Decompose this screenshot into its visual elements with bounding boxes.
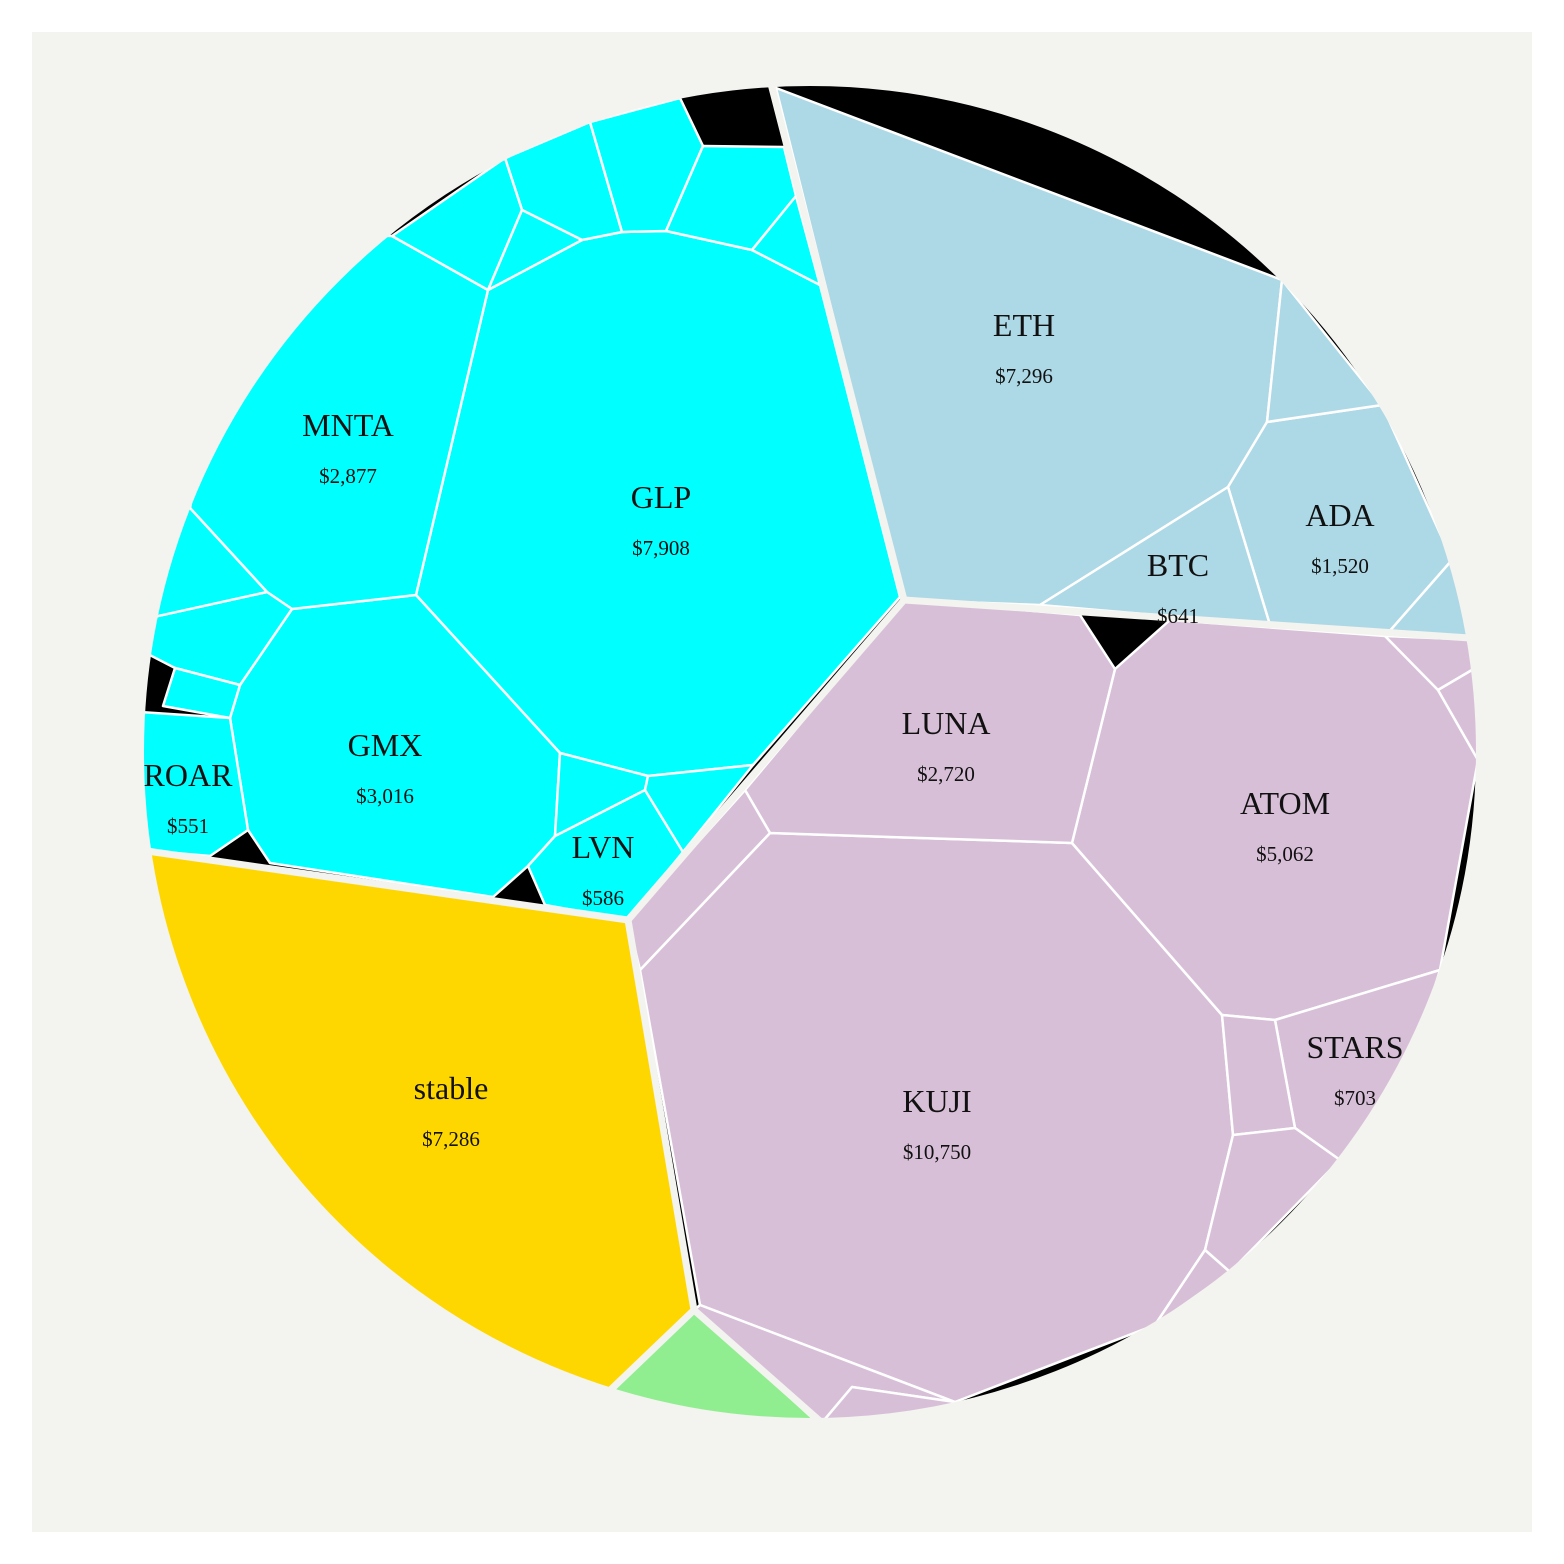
cell-value-stable: $7,286 — [422, 1127, 480, 1151]
cell-name-eth: ETH — [993, 307, 1055, 343]
group-separator-cyan-purple — [624, 596, 908, 924]
cell-value-atom: $5,062 — [1256, 842, 1314, 866]
group-separator-cyan-yellow — [142, 834, 632, 924]
cell-name-kuji: KUJI — [902, 1083, 971, 1119]
cell-labels: GLP $7,908 GMX $3,016 MNTA $2,877 LVN $586 ROAR $… — [144, 307, 1404, 1164]
cell-value-luna: $2,720 — [917, 762, 975, 786]
group-separator-cyan-blue — [766, 84, 908, 604]
cell-name-gmx: GMX — [348, 727, 423, 763]
cell-cyan-small-10[interactable] — [486, 208, 584, 292]
cell-value-lvn: $586 — [582, 886, 624, 910]
cell-name-mnta: MNTA — [302, 407, 394, 443]
cell-roar[interactable] — [140, 710, 250, 858]
cell-name-stable: stable — [414, 1070, 489, 1106]
cell-cyan-small-4[interactable] — [161, 666, 242, 720]
cell-purple-small-7[interactable] — [1383, 634, 1564, 692]
cell-blue-small-1[interactable] — [1265, 278, 1384, 424]
cell-purple-small-8[interactable] — [1436, 658, 1564, 762]
cell-value-gmx: $3,016 — [356, 784, 414, 808]
cell-name-stars: STARS — [1306, 1029, 1403, 1065]
cell-blue-small-2[interactable] — [1386, 558, 1564, 647]
group-separator-yellow-green — [596, 1306, 698, 1404]
cell-value-mnta: $2,877 — [319, 464, 377, 488]
group-separator-green-purple — [690, 1306, 834, 1420]
cell-name-roar: ROAR — [144, 757, 234, 793]
cell-name-luna: LUNA — [902, 705, 991, 741]
cell-value-stars: $703 — [1334, 1086, 1376, 1110]
cell-name-lvn: LVN — [572, 829, 635, 865]
cell-name-glp: GLP — [631, 479, 691, 515]
cell-value-kuji: $10,750 — [903, 1140, 971, 1164]
cell-value-roar: $551 — [167, 814, 209, 838]
cell-value-glp: $7,908 — [632, 536, 690, 560]
circle-border — [140, 82, 1480, 1422]
cell-value-btc: $641 — [1157, 604, 1199, 628]
cell-value-eth: $7,296 — [995, 364, 1053, 388]
cell-name-ada: ADA — [1305, 497, 1374, 533]
cell-value-ada: $1,520 — [1311, 554, 1369, 578]
cell-purple-small-2[interactable] — [1203, 1126, 1342, 1274]
cell-name-btc: BTC — [1147, 547, 1209, 583]
cell-name-atom: ATOM — [1240, 785, 1330, 821]
group-separator-yellow-purple — [624, 916, 698, 1314]
